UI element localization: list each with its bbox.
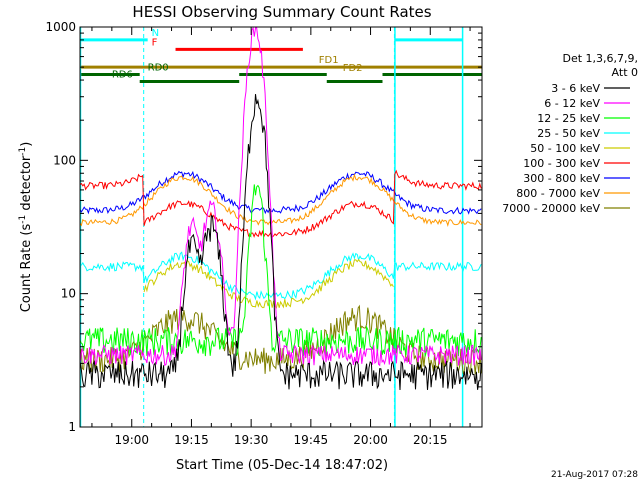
legend: Det 1,3,6,7,9, Att 0 3 - 6 keV 6 - 12 keV…: [502, 52, 638, 215]
series-100-300-kev: [79, 169, 482, 239]
timestamp: 21-Aug-2017 07:28: [551, 470, 638, 480]
x-tick-label: 20:00: [353, 433, 388, 447]
x-tick-label: 20:15: [413, 433, 448, 447]
chart-title: HESSI Observing Summary Count Rates: [132, 3, 431, 21]
y-axis-label: Count Rate (s-1 detector-1): [18, 142, 34, 313]
series-6-12-kev: [79, 26, 482, 367]
legend-label: 100 - 300 keV: [523, 157, 600, 170]
flag-label-n: N: [152, 28, 159, 39]
legend-header-line1: Det 1,3,6,7,9,: [562, 52, 638, 65]
x-tick-label: 19:45: [294, 433, 329, 447]
flag-label-f: F: [152, 37, 158, 48]
x-tick-label: 19:00: [114, 433, 149, 447]
legend-label: 7000 - 20000 keV: [502, 202, 600, 215]
series-12-25-kev: [79, 184, 482, 357]
series-group: [79, 26, 482, 391]
legend-label: 25 - 50 keV: [537, 127, 600, 140]
legend-label: 3 - 6 keV: [551, 82, 600, 95]
flag-label-rd6: RD6: [112, 70, 133, 81]
flag-bars: NF FD1 FD2 RD0 RD6: [80, 28, 482, 84]
flag-label-fd2: FD2: [343, 63, 363, 74]
x-tick-label: 19:30: [234, 433, 269, 447]
y-axis-label-part1: Count Rate (s: [19, 224, 34, 313]
y-axis-label-sup2: -1: [18, 147, 28, 156]
y-tick-label: 10: [61, 287, 76, 301]
axis-ticks: 1 10 100 1000 19:00 19:15 19:30 19:45 20:00 20:15: [45, 20, 482, 447]
legend-label: 300 - 800 keV: [523, 172, 600, 185]
legend-label: 12 - 25 keV: [537, 112, 600, 125]
series-3-6-kev: [79, 94, 482, 391]
x-tick-label: 19:15: [174, 433, 209, 447]
series-7000-20000-kev: [79, 304, 482, 375]
legend-header-line2: Att 0: [612, 66, 638, 79]
legend-label: 50 - 100 keV: [530, 142, 600, 155]
y-axis-label-sup1: -1: [18, 215, 28, 224]
legend-label: 800 - 7000 keV: [516, 187, 600, 200]
series-300-800-kev: [79, 170, 482, 215]
flag-label-rd0: RD0: [148, 63, 169, 74]
y-tick-label: 100: [53, 153, 76, 167]
y-axis-label-part2: detector: [19, 155, 34, 215]
y-tick-label: 1000: [45, 20, 76, 34]
legend-label: 6 - 12 keV: [544, 97, 600, 110]
plot-frame: [79, 26, 483, 428]
y-tick-label: 1: [68, 420, 76, 434]
series-800-7000-kev: [79, 173, 482, 228]
flag-label-fd1: FD1: [319, 55, 339, 66]
y-axis-label-part3: ): [19, 142, 34, 147]
x-axis-label: Start Time (05-Dec-14 18:47:02): [176, 458, 388, 473]
series-25-50-kev: [79, 251, 482, 301]
